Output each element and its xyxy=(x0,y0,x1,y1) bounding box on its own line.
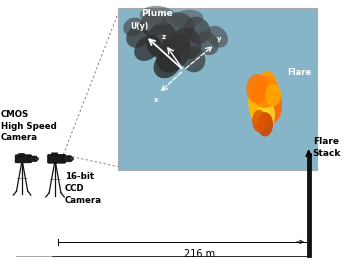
Ellipse shape xyxy=(156,33,190,73)
Ellipse shape xyxy=(126,25,149,48)
Ellipse shape xyxy=(246,74,268,103)
Ellipse shape xyxy=(134,35,161,61)
Text: Flare
Stack: Flare Stack xyxy=(313,137,341,158)
Text: Flare: Flare xyxy=(287,68,311,77)
Text: CMOS
High Speed
Camera: CMOS High Speed Camera xyxy=(1,110,57,142)
Ellipse shape xyxy=(263,102,275,127)
Text: z: z xyxy=(162,34,166,40)
FancyBboxPatch shape xyxy=(63,156,71,162)
Ellipse shape xyxy=(265,84,281,107)
Text: y: y xyxy=(216,36,221,42)
Ellipse shape xyxy=(255,71,279,123)
Ellipse shape xyxy=(181,47,205,72)
Text: U(y): U(y) xyxy=(130,22,148,31)
FancyBboxPatch shape xyxy=(48,155,66,163)
FancyBboxPatch shape xyxy=(19,153,24,156)
Ellipse shape xyxy=(207,26,228,48)
Ellipse shape xyxy=(160,12,194,42)
Ellipse shape xyxy=(251,76,279,108)
Ellipse shape xyxy=(69,157,73,161)
Text: 16-bit
CCD
Camera: 16-bit CCD Camera xyxy=(65,172,102,205)
Ellipse shape xyxy=(34,157,39,161)
Ellipse shape xyxy=(173,27,201,59)
Text: x: x xyxy=(154,98,159,104)
Text: 216 m: 216 m xyxy=(184,249,215,259)
FancyBboxPatch shape xyxy=(118,7,317,170)
Ellipse shape xyxy=(264,87,282,123)
Ellipse shape xyxy=(196,31,219,55)
FancyBboxPatch shape xyxy=(15,155,31,163)
Ellipse shape xyxy=(256,103,270,132)
FancyBboxPatch shape xyxy=(29,156,37,162)
FancyBboxPatch shape xyxy=(51,153,58,156)
Ellipse shape xyxy=(251,85,271,131)
Ellipse shape xyxy=(257,112,273,136)
Ellipse shape xyxy=(154,50,181,78)
Ellipse shape xyxy=(248,81,266,122)
FancyBboxPatch shape xyxy=(307,153,310,257)
Ellipse shape xyxy=(140,6,175,25)
Ellipse shape xyxy=(252,110,266,132)
Ellipse shape xyxy=(184,17,210,44)
Ellipse shape xyxy=(123,18,144,36)
Ellipse shape xyxy=(140,11,167,36)
Text: Plume: Plume xyxy=(141,9,173,18)
Ellipse shape xyxy=(171,10,203,28)
Ellipse shape xyxy=(146,22,177,58)
